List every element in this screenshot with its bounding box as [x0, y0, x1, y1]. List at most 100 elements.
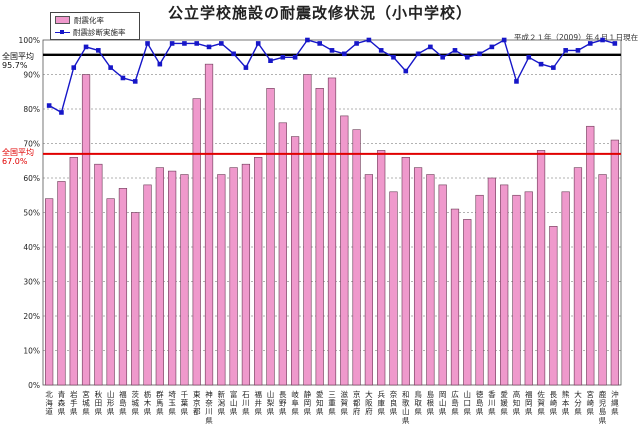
x-category-label: 千葉県 — [181, 389, 189, 416]
bar — [168, 170, 177, 386]
x-category-label: 山口県 — [464, 389, 472, 416]
y-tick-label: 70% — [23, 140, 40, 149]
date-note: 平成２１年（2009）年４月１日現在 — [514, 33, 639, 42]
bar — [463, 219, 472, 386]
x-category-label: 佐賀県 — [537, 389, 545, 416]
diagnosis-rate-point — [501, 37, 507, 43]
x-category-label: 福島県 — [119, 390, 127, 416]
x-category-label: 茨城県 — [131, 389, 139, 416]
diagnosis-rate-point — [120, 75, 126, 81]
bar — [143, 184, 152, 386]
x-category-label: 奈良県 — [390, 389, 398, 416]
legend-line-label: 耐震診断実施率 — [73, 27, 126, 37]
legend-bar-swatch — [55, 16, 70, 24]
bar — [561, 191, 570, 386]
y-tick-label: 30% — [23, 278, 40, 287]
x-category-label: 滋賀県 — [341, 389, 349, 416]
x-category-label: 神奈川県 — [205, 389, 213, 425]
bar — [573, 167, 583, 386]
diagnosis-rate-point — [341, 51, 347, 57]
x-category-label: 秋田県 — [95, 389, 103, 416]
diagnosis-rate-point — [268, 58, 273, 63]
bar — [487, 177, 496, 386]
bar — [377, 150, 386, 386]
diagnosis-rate-point — [489, 44, 495, 50]
x-category-label: 三重県 — [328, 390, 336, 416]
y-tick-label: 60% — [23, 174, 40, 183]
diagnosis-rate-point — [428, 44, 433, 50]
diagnosis-average-label-line2: 95.7% — [2, 61, 28, 70]
bar — [254, 157, 263, 386]
x-category-label: 山梨県 — [267, 389, 275, 416]
diagnosis-rate-point — [464, 54, 470, 60]
y-tick-label: 100% — [19, 36, 40, 45]
diagnosis-rate-point — [354, 41, 359, 46]
x-category-label: 大阪府 — [365, 389, 373, 416]
x-category-label: 島根県 — [427, 389, 435, 416]
diagnosis-rate-point — [83, 44, 89, 50]
x-category-label: 和歌山県 — [402, 390, 410, 425]
x-category-label: 熊本県 — [562, 389, 570, 416]
diagnosis-rate-point — [243, 65, 249, 70]
bar — [327, 77, 337, 386]
diagnosis-rate-point — [96, 48, 101, 53]
diagnosis-rate-point — [415, 51, 421, 57]
diagnosis-rate-point — [255, 41, 261, 46]
legend-bar-label: 耐震化率 — [74, 15, 104, 25]
x-category-label: 愛知県 — [316, 389, 324, 416]
diagnosis-rate-point — [612, 41, 618, 46]
bar — [180, 174, 189, 386]
bar — [549, 226, 558, 386]
legend: 耐震化率 耐震診断実施率 — [50, 12, 140, 40]
x-category-label: 宮崎県 — [587, 389, 595, 416]
bar — [352, 129, 361, 386]
diagnosis-rate-point — [575, 48, 581, 53]
x-category-label: 東京都 — [193, 389, 201, 416]
bar — [45, 198, 54, 386]
x-category-label: 新潟県 — [218, 389, 226, 416]
bar — [524, 191, 533, 386]
bar — [241, 163, 251, 386]
diagnosis-rate-point — [292, 54, 298, 60]
diagnosis-rate-point — [563, 48, 568, 53]
bar — [155, 167, 164, 386]
x-category-label: 岩手県 — [70, 389, 78, 416]
bar — [401, 157, 410, 386]
bar — [450, 208, 460, 386]
bar — [364, 174, 374, 386]
diagnosis-rate-point — [403, 68, 409, 74]
bar — [500, 184, 509, 386]
y-tick-label: 20% — [23, 312, 40, 321]
x-category-label: 岐阜県 — [291, 389, 299, 416]
diagnosis-rate-point — [477, 51, 482, 57]
bar — [610, 139, 619, 386]
diagnosis-rate-point — [538, 61, 544, 67]
diagnosis-rate-point — [132, 79, 138, 84]
diagnosis-rate-point — [280, 54, 286, 60]
x-category-label: 長野県 — [279, 390, 287, 416]
diagnosis-rate-point — [366, 37, 372, 43]
y-tick-label: 0% — [28, 381, 40, 390]
diagnosis-rate-point — [71, 65, 77, 70]
x-category-label: 広島県 — [451, 389, 459, 416]
diagnosis-rate-point — [194, 41, 200, 46]
diagnosis-rate-point — [305, 37, 310, 43]
diagnosis-rate-point — [440, 54, 445, 60]
diagnosis-average-label-line1: 全国平均 — [2, 52, 34, 61]
x-category-label: 沖縄県 — [611, 389, 619, 416]
bar — [426, 174, 435, 386]
diagnosis-rate-point — [526, 54, 532, 60]
bar — [131, 212, 140, 386]
legend-item-line: 耐震診断実施率 — [55, 27, 126, 37]
y-tick-label: 50% — [23, 209, 40, 218]
bar — [69, 157, 78, 386]
bar — [512, 194, 521, 386]
legend-item-bar: 耐震化率 — [55, 15, 104, 25]
bar — [586, 125, 595, 386]
legend-line-swatch — [55, 29, 70, 35]
x-category-label: 静岡県 — [304, 389, 312, 416]
x-category-label: 青森県 — [58, 389, 66, 416]
bar — [278, 122, 287, 386]
bar — [266, 88, 275, 386]
